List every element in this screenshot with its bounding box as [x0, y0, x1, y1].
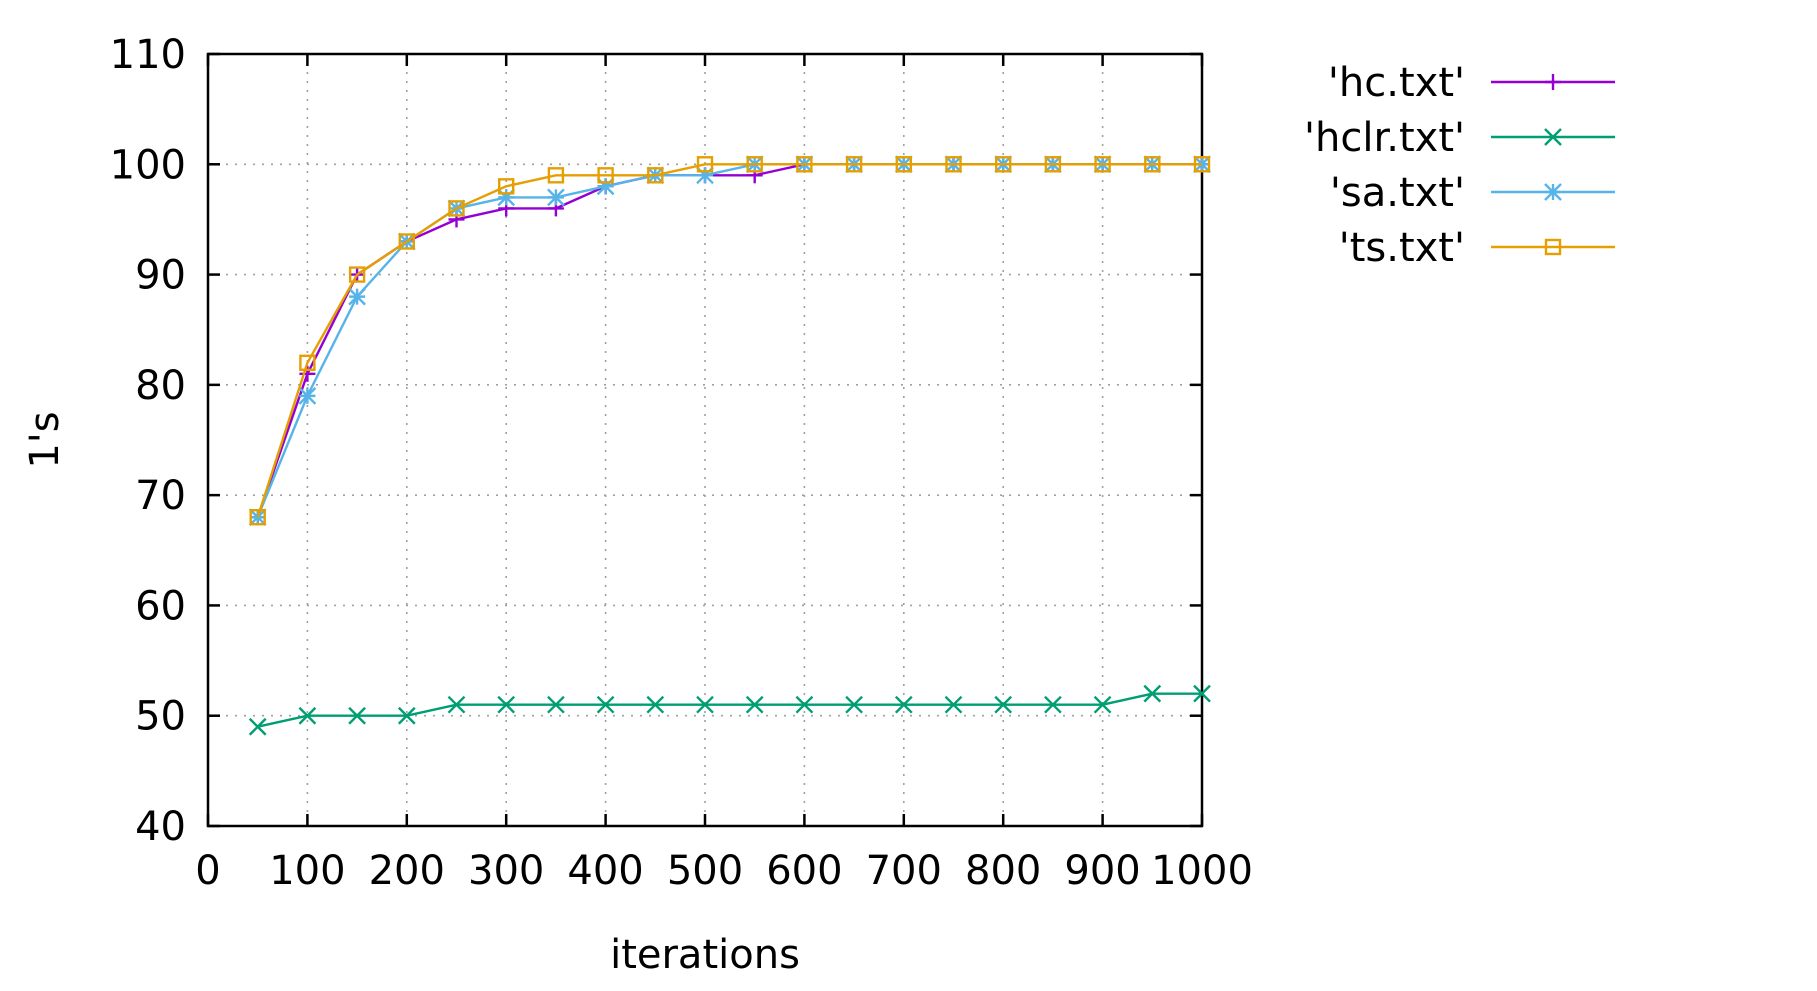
data-point — [547, 695, 565, 714]
series-line — [257, 692, 1202, 728]
legend-entry: 'ts.txt' — [1339, 225, 1615, 271]
series-group — [248, 155, 1211, 736]
data-point — [845, 695, 863, 714]
x-tick-label: 400 — [567, 848, 643, 894]
data-point — [995, 156, 1012, 173]
legend-marker — [1544, 128, 1562, 146]
data-point — [299, 365, 316, 382]
data-point — [994, 695, 1013, 714]
x-tick-label: 1000 — [1151, 848, 1253, 894]
data-point — [497, 695, 516, 714]
x-tick-label: 100 — [269, 848, 345, 894]
legend-entry: 'hclr.txt' — [1304, 115, 1615, 161]
legend-label: 'hclr.txt' — [1304, 115, 1465, 161]
legend-marker — [1544, 238, 1562, 256]
data-point — [1044, 156, 1062, 173]
series-hclrtxt — [248, 684, 1211, 736]
data-point — [397, 706, 416, 725]
data-point — [249, 509, 266, 526]
data-point — [1044, 695, 1062, 714]
data-point — [498, 178, 515, 195]
data-point — [845, 156, 863, 173]
x-tick-label: 600 — [766, 848, 842, 894]
series-line — [256, 163, 1202, 518]
legend-entry: 'sa.txt' — [1330, 170, 1615, 216]
data-point — [348, 287, 366, 306]
data-point — [398, 233, 415, 250]
data-point — [448, 200, 465, 217]
x-tick-label: 500 — [667, 848, 743, 894]
data-point — [745, 695, 764, 714]
legend-label: 'sa.txt' — [1330, 170, 1465, 216]
y-tick-label: 50 — [135, 694, 186, 740]
legend-marker — [1545, 74, 1561, 90]
series-satxt — [248, 155, 1211, 527]
data-point — [646, 695, 665, 714]
axes: 0 100 200 300 400 500 600 700 800 900 1000 40 50 60 70… — [110, 32, 1253, 894]
data-point — [299, 354, 316, 371]
y-tick-label: 40 — [135, 804, 186, 850]
data-point — [298, 706, 317, 725]
data-point — [647, 167, 664, 184]
data-point — [1193, 156, 1211, 173]
legend-marker — [1544, 183, 1562, 201]
x-tick-label: 200 — [369, 848, 445, 894]
data-point — [895, 156, 912, 173]
y-axis-title: 1's — [22, 411, 68, 468]
data-point — [1094, 156, 1111, 173]
data-point — [945, 156, 962, 173]
y-tick-label: 100 — [110, 142, 186, 188]
data-point — [944, 695, 963, 714]
x-tick-label: 300 — [468, 848, 544, 894]
data-point — [348, 266, 366, 283]
series-line — [256, 163, 1202, 518]
data-point — [547, 167, 565, 184]
legend-label: 'hc.txt' — [1328, 60, 1465, 106]
data-point — [447, 695, 466, 714]
y-tick-label: 60 — [135, 583, 186, 629]
data-point — [696, 156, 714, 173]
data-point — [894, 695, 913, 714]
data-point — [547, 188, 565, 207]
data-point — [796, 156, 813, 173]
series-hctxt — [249, 156, 1210, 526]
data-point — [597, 167, 614, 184]
data-point — [696, 695, 714, 714]
data-point — [596, 695, 615, 714]
legend-label: 'ts.txt' — [1339, 225, 1465, 271]
y-tick-label: 90 — [135, 253, 186, 299]
data-point — [298, 387, 317, 405]
x-tick-label: 700 — [866, 848, 942, 894]
y-tick-label: 80 — [135, 363, 186, 409]
legend-entry: 'hc.txt' — [1328, 60, 1615, 106]
data-point — [248, 717, 267, 736]
x-tick-label: 900 — [1064, 848, 1140, 894]
data-point — [1093, 695, 1112, 714]
data-point — [497, 188, 516, 207]
x-tick-label: 800 — [965, 848, 1041, 894]
legend: 'hc.txt' 'hclr.txt' 'sa.txt' 'ts.txt' — [1304, 60, 1615, 271]
data-point — [696, 166, 714, 185]
data-point — [746, 156, 763, 173]
series-tstxt — [249, 156, 1211, 526]
y-tick-label: 110 — [110, 32, 186, 78]
data-point — [1193, 684, 1211, 703]
y-tick-label: 70 — [135, 473, 186, 519]
series-line — [256, 163, 1202, 518]
x-axis-title: iterations — [610, 932, 800, 978]
data-point — [596, 177, 615, 196]
data-point — [348, 706, 366, 725]
data-point — [1144, 156, 1161, 173]
x-tick-label: 0 — [195, 848, 220, 894]
data-point — [1143, 684, 1162, 703]
data-point — [795, 695, 814, 714]
